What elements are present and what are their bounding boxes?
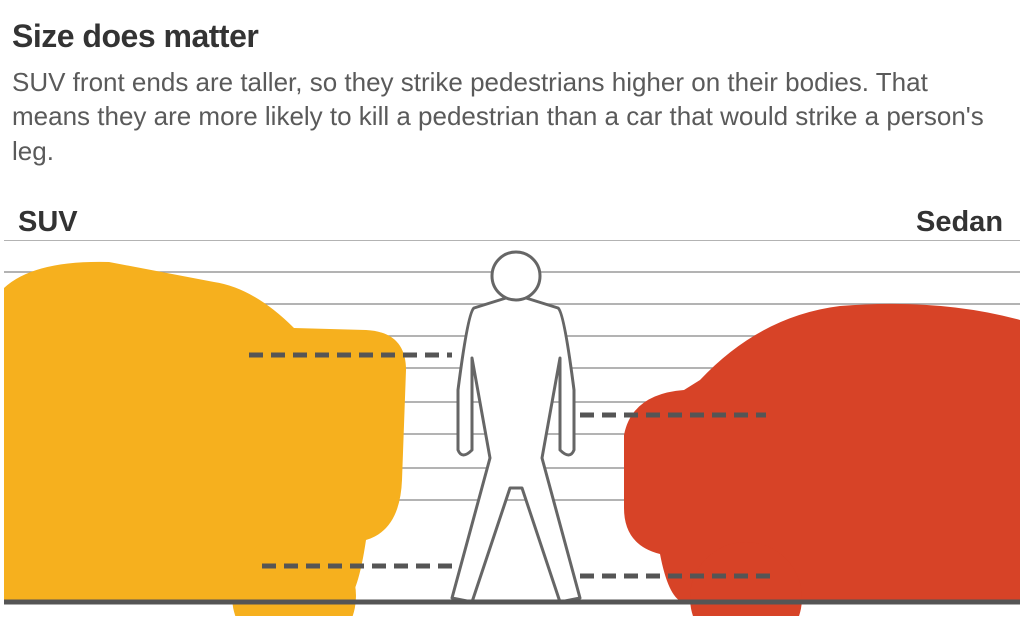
infographic-subtitle: SUV front ends are taller, so they strik… xyxy=(12,65,1012,168)
sedan-silhouette xyxy=(624,304,1020,602)
suv-label: SUV xyxy=(18,206,78,239)
suv-silhouette xyxy=(4,262,406,602)
comparison-diagram xyxy=(4,240,1020,616)
infographic-container: Size does matter SUV front ends are tall… xyxy=(0,0,1024,626)
infographic-title: Size does matter xyxy=(12,18,1012,55)
sedan-label: Sedan xyxy=(916,206,1003,239)
